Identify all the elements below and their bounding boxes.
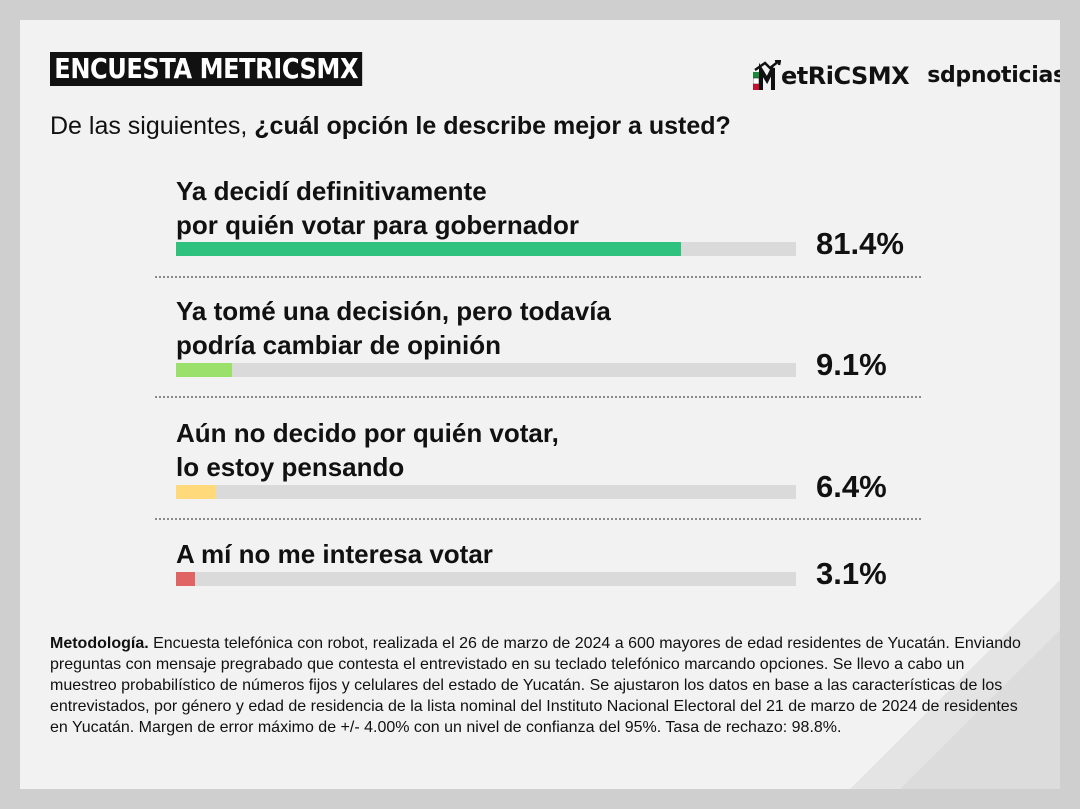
question-text: De las siguientes, ¿cuál opción le descr… (50, 112, 731, 141)
bar-label-1: Ya decidí definitivamente por quién votar… (176, 174, 579, 242)
poll-card: ENCUESTA METRICSMX etRiCSMX sdpnoticias … (20, 20, 1060, 789)
bar-value-label-2: 9.1% (816, 347, 887, 382)
bar-value-label-4: 3.1% (816, 556, 887, 591)
bar-label-2-line-1: Ya tomé una decisión, pero todavía (176, 296, 611, 326)
row-separator-1 (155, 276, 921, 278)
bar-1 (176, 242, 681, 256)
bar-track-3 (176, 485, 796, 499)
bar-3 (176, 485, 216, 499)
bar-value-label-1: 81.4% (816, 226, 904, 261)
question-bold: ¿cuál opción le describe mejor a usted? (254, 112, 731, 140)
bar-track-4 (176, 572, 796, 586)
bar-track-1 (176, 242, 796, 256)
bar-label-3: Aún no decido por quién votar, lo estoy p… (176, 416, 559, 484)
bar-2 (176, 363, 233, 377)
bar-label-3-line-1: Aún no decido por quién votar, (176, 418, 559, 448)
survey-badge: ENCUESTA METRICSMX (50, 52, 363, 86)
bar-label-4-line-1: A mí no me interesa votar (176, 539, 493, 569)
row-separator-3 (155, 518, 921, 520)
bar-label-2-line-2: podría cambiar de opinión (176, 330, 502, 360)
metricsmx-m-icon (753, 60, 781, 90)
bar-label-3-line-2: lo estoy pensando (176, 452, 405, 482)
row-separator-2 (155, 396, 921, 398)
brand-logos: etRiCSMX sdpnoticias (753, 46, 1060, 90)
bar-label-4: A mí no me interesa votar (176, 537, 493, 571)
metricsmx-logo-text: etRiCSMX (781, 62, 910, 90)
bar-track-2 (176, 363, 796, 377)
bar-label-1-line-1: Ya decidí definitivamente (176, 176, 487, 206)
bar-value-label-3: 6.4% (816, 469, 887, 504)
metricsmx-logo: etRiCSMX (753, 60, 910, 90)
sdpnoticias-logo: sdpnoticias (927, 63, 1060, 88)
bar-4 (176, 572, 196, 586)
methodology-note: Metodología. Encuesta telefónica con rob… (50, 633, 1035, 738)
methodology-text: Encuesta telefónica con robot, realizada… (50, 635, 1021, 736)
bar-label-1-line-2: por quién votar para gobernador (176, 210, 580, 240)
question-prefix: De las siguientes, (50, 112, 255, 140)
bar-label-2: Ya tomé una decisión, pero todavía podría… (176, 294, 611, 362)
methodology-label: Metodología. (50, 635, 149, 652)
